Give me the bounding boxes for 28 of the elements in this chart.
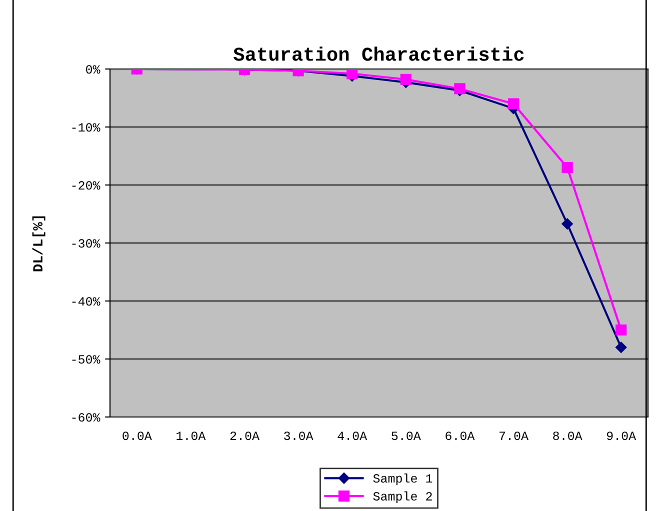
point [615, 342, 627, 354]
point [400, 74, 412, 85]
y-axis-title: DL/L[%] [32, 216, 46, 272]
point [562, 162, 573, 174]
point [562, 218, 573, 230]
x-tick-label: 8.0A [553, 432, 582, 440]
y-tick-label: 0% [86, 65, 100, 74]
legend-label: Sample 2 [373, 491, 432, 504]
chart-title: Saturation Characteristic [233, 46, 524, 61]
y-tick-label: -60% [72, 413, 100, 422]
y-tick-label: -20% [72, 181, 100, 190]
x-tick-label: 2.0A [230, 432, 260, 440]
x-tick-label: 4.0A [338, 432, 368, 440]
x-tick-label: 3.0A [284, 432, 314, 440]
x-tick-label: 9.0A [606, 432, 636, 440]
x-tick-label: 6.0A [446, 432, 475, 440]
x-tick-label: 5.0A [392, 432, 421, 440]
legend-label: Sample 1 [373, 473, 432, 486]
y-tick-label: -50% [72, 355, 100, 364]
x-tick-label: 0.0A [122, 432, 152, 440]
y-tick-label: -10% [72, 123, 100, 132]
x-tick-label: 7.0A [499, 432, 528, 440]
point [616, 324, 627, 336]
y-tick-label: -30% [72, 239, 100, 248]
point [346, 69, 358, 80]
point [508, 98, 520, 110]
x-tick-label: 1.0A [176, 432, 206, 440]
y-tick-label: -40% [72, 297, 100, 306]
